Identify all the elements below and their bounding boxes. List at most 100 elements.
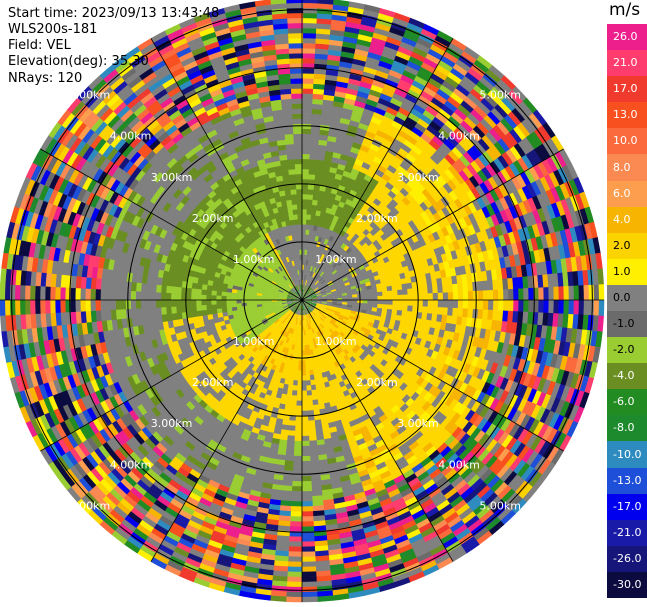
velocity-gate bbox=[313, 279, 319, 285]
velocity-gate bbox=[401, 196, 412, 207]
velocity-gate bbox=[335, 258, 342, 265]
velocity-gate bbox=[467, 300, 474, 310]
velocity-gate bbox=[332, 243, 339, 250]
velocity-gate bbox=[324, 256, 330, 263]
velocity-gate bbox=[460, 120, 474, 134]
velocity-gate bbox=[420, 62, 437, 74]
velocity-gate bbox=[315, 33, 331, 40]
velocity-gate bbox=[444, 168, 456, 181]
velocity-gate bbox=[469, 88, 485, 103]
velocity-gate bbox=[308, 430, 317, 437]
velocity-gate bbox=[290, 490, 302, 497]
velocity-gate bbox=[349, 73, 363, 82]
velocity-gate bbox=[301, 480, 312, 487]
velocity-gate bbox=[326, 279, 332, 284]
velocity-gate bbox=[369, 177, 380, 187]
velocity-gate bbox=[331, 269, 338, 275]
velocity-gate bbox=[338, 270, 345, 276]
velocity-gate bbox=[483, 179, 495, 193]
velocity-gate bbox=[442, 300, 449, 309]
velocity-gate bbox=[543, 287, 549, 301]
velocity-gate bbox=[307, 199, 313, 205]
velocity-gate bbox=[302, 98, 314, 105]
velocity-gate bbox=[487, 289, 494, 301]
velocity-gate bbox=[423, 198, 433, 209]
velocity-gate bbox=[356, 90, 370, 100]
velocity-gate bbox=[375, 69, 390, 80]
velocity-gate bbox=[305, 291, 309, 297]
velocity-gate bbox=[513, 300, 519, 313]
velocity-gate bbox=[307, 405, 314, 411]
velocity-gate bbox=[313, 73, 327, 80]
velocity-gate bbox=[528, 300, 534, 314]
velocity-gate bbox=[563, 300, 570, 316]
velocity-gate bbox=[492, 300, 499, 312]
velocity-gate bbox=[302, 138, 312, 145]
velocity-gate bbox=[463, 96, 479, 110]
velocity-gate bbox=[489, 144, 503, 159]
velocity-gate bbox=[529, 149, 543, 166]
velocity-gate bbox=[407, 112, 421, 124]
velocity-gate bbox=[390, 186, 401, 196]
velocity-gate bbox=[497, 300, 504, 312]
velocity-gate bbox=[302, 133, 312, 140]
velocity-gate bbox=[305, 375, 311, 381]
velocity-gate bbox=[324, 212, 331, 219]
velocity-gate bbox=[333, 271, 339, 277]
velocity-gate bbox=[301, 400, 308, 406]
velocity-gate bbox=[307, 194, 314, 200]
velocity-gate bbox=[378, 60, 394, 71]
velocity-gate bbox=[470, 187, 482, 201]
velocity-gate bbox=[386, 285, 393, 292]
velocity-gate bbox=[477, 169, 489, 183]
velocity-gate bbox=[332, 279, 339, 285]
velocity-gate bbox=[481, 134, 495, 149]
velocity-gate bbox=[330, 161, 340, 169]
velocity-gate bbox=[328, 272, 334, 278]
velocity-gate bbox=[316, 262, 321, 269]
velocity-gate bbox=[406, 60, 422, 72]
velocity-gate bbox=[432, 285, 439, 294]
velocity-gate bbox=[350, 146, 361, 155]
velocity-gate bbox=[479, 118, 494, 133]
velocity-gate bbox=[473, 105, 489, 120]
velocity-gate bbox=[293, 440, 302, 447]
velocity-gate bbox=[368, 46, 384, 57]
velocity-gate bbox=[422, 286, 428, 295]
velocity-gate bbox=[312, 93, 325, 100]
velocity-gate bbox=[325, 145, 336, 153]
velocity-gate bbox=[398, 200, 408, 210]
velocity-gate bbox=[308, 169, 317, 175]
velocity-gate bbox=[322, 217, 329, 224]
velocity-gate bbox=[323, 283, 329, 288]
velocity-gate bbox=[318, 216, 325, 223]
velocity-gate bbox=[501, 151, 514, 167]
velocity-gate bbox=[450, 112, 465, 125]
velocity-gate bbox=[302, 58, 316, 64]
velocity-gate bbox=[344, 26, 361, 35]
velocity-gate bbox=[309, 445, 318, 452]
velocity-gate bbox=[458, 169, 470, 183]
velocity-gate bbox=[323, 261, 329, 268]
velocity-gate bbox=[302, 73, 315, 79]
velocity-gate bbox=[362, 108, 376, 118]
velocity-gate bbox=[473, 59, 490, 74]
velocity-gate bbox=[470, 109, 485, 123]
velocity-gate bbox=[356, 154, 367, 163]
velocity-gate bbox=[470, 160, 482, 174]
velocity-gate bbox=[334, 142, 345, 150]
velocity-gate bbox=[505, 131, 519, 148]
velocity-gate bbox=[308, 425, 316, 432]
velocity-gate bbox=[352, 264, 360, 271]
velocity-gate bbox=[534, 146, 547, 163]
velocity-gate bbox=[332, 100, 345, 109]
velocity-gate bbox=[447, 300, 454, 309]
velocity-gate bbox=[311, 204, 318, 211]
velocity-gate bbox=[305, 285, 308, 291]
velocity-gate bbox=[430, 97, 445, 110]
velocity-gate bbox=[286, 435, 295, 442]
velocity-gate bbox=[330, 276, 337, 281]
velocity-gate bbox=[310, 123, 322, 130]
velocity-gate bbox=[298, 350, 302, 356]
velocity-gate bbox=[314, 262, 319, 268]
